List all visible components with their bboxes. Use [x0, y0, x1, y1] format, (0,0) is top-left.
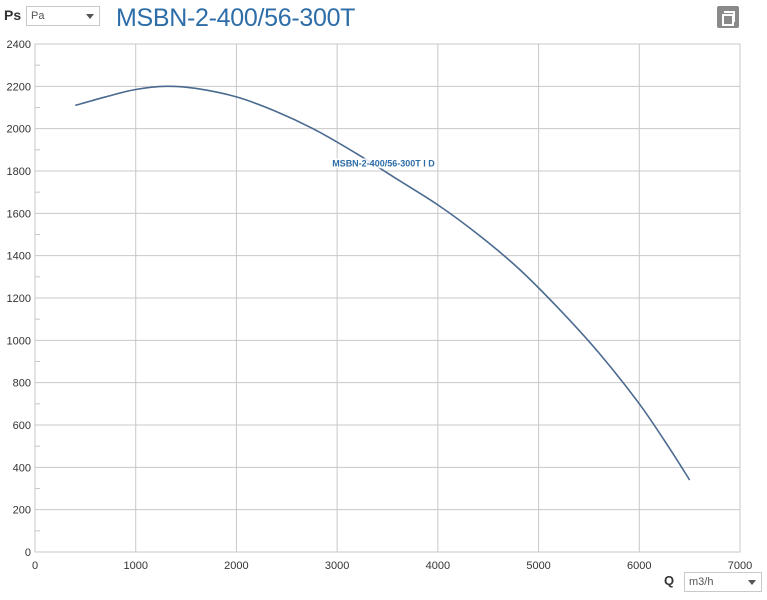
chart-title: MSBN-2-400/56-300T	[116, 4, 356, 32]
y-tick-labels: 0 200 400 600 800 1000 1200 1400 1600 1800 2000 220…	[7, 39, 31, 559]
y-tick-label: 1200	[7, 293, 31, 305]
grid-lines	[34, 43, 741, 553]
y-tick-label: 1400	[7, 251, 31, 263]
y-tick-label: 800	[13, 378, 31, 390]
series-label-background	[331, 158, 437, 169]
series-label: MSBN-2-400/56-300T I D	[331, 158, 437, 169]
maximize-icon[interactable]	[717, 6, 739, 28]
x-unit-value: m3/h	[689, 576, 714, 588]
chevron-down-icon	[86, 14, 94, 19]
y-unit-select[interactable]: Pa	[26, 6, 100, 26]
y-tick-label: 2400	[7, 39, 31, 51]
y-tick-label: 1600	[7, 208, 31, 220]
x-tick-labels: 0 1000 2000 3000 4000 5000 6000 7000	[32, 560, 752, 572]
y-tick-label: 2000	[7, 124, 31, 136]
y-tick-label: 200	[13, 505, 31, 517]
x-tick-label: 2000	[224, 560, 248, 572]
y-tick-label: 1800	[7, 166, 31, 178]
x-axis-quantity-label: Q	[664, 573, 675, 588]
x-tick-label: 4000	[426, 560, 450, 572]
x-unit-select[interactable]: m3/h	[684, 572, 762, 592]
x-tick-label: 5000	[526, 560, 550, 572]
y-axis-quantity-label: Ps	[4, 7, 22, 23]
y-tick-label: 0	[25, 547, 31, 559]
x-tick-label: 7000	[728, 560, 752, 572]
x-tick-label: 3000	[325, 560, 349, 572]
series-label-text: MSBN-2-400/56-300T I D	[332, 158, 435, 168]
series-line[interactable]	[75, 85, 691, 481]
y-tick-label: 2200	[7, 81, 31, 93]
y-tick-label: 400	[13, 462, 31, 474]
chevron-down-icon	[748, 580, 756, 585]
y-unit-value: Pa	[31, 10, 45, 22]
x-tick-label: 0	[32, 560, 38, 572]
series-group: MSBN-2-400/56-300T I D	[75, 85, 691, 481]
y-tick-label: 1000	[7, 335, 31, 347]
x-tick-label: 1000	[123, 560, 147, 572]
x-tick-label: 6000	[627, 560, 651, 572]
y-tick-label: 600	[13, 420, 31, 432]
